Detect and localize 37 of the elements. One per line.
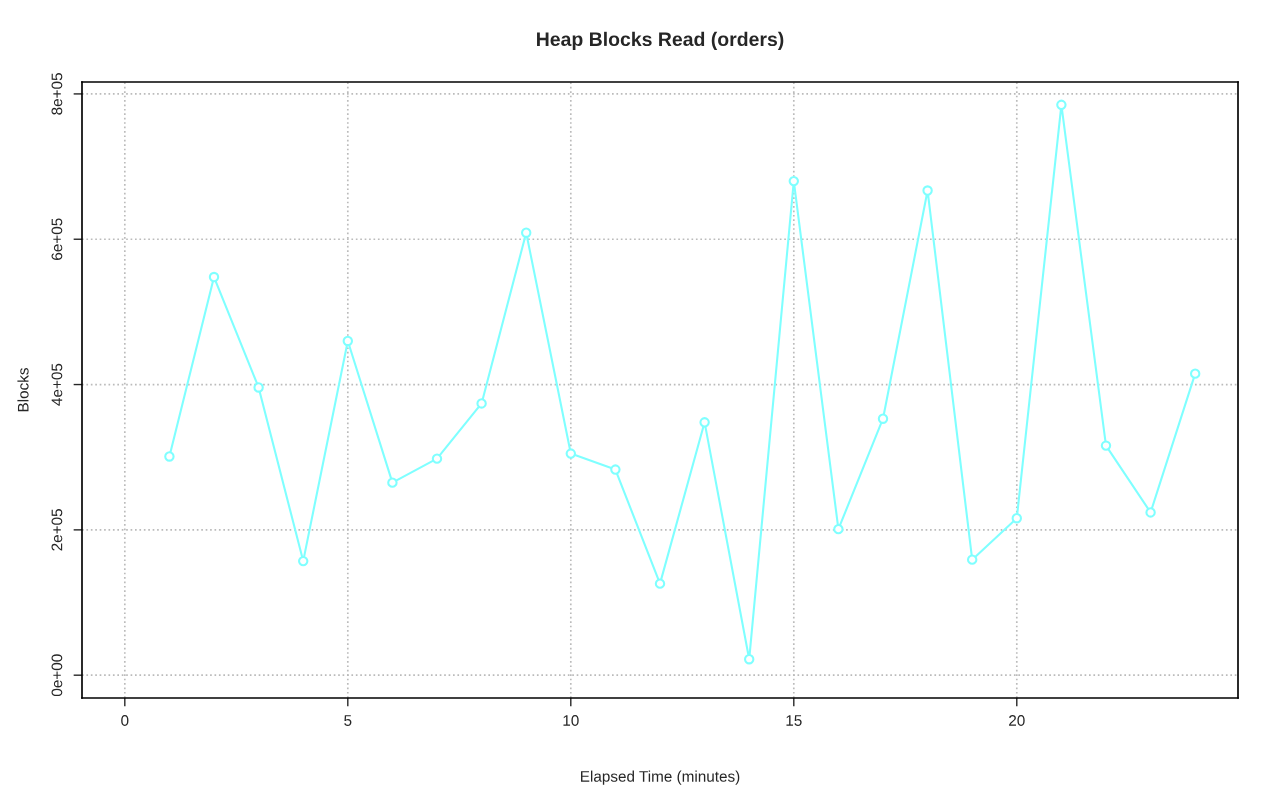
point — [431, 453, 443, 464]
point — [521, 227, 532, 238]
point — [699, 417, 710, 428]
point — [387, 477, 398, 488]
point — [654, 578, 666, 589]
point — [565, 448, 577, 459]
point — [342, 335, 354, 347]
y-tick-label: 6e+05 — [51, 218, 63, 260]
point — [1189, 368, 1201, 379]
point — [922, 185, 933, 196]
point — [1056, 99, 1067, 111]
point — [833, 523, 844, 535]
x-tick-label: 20 — [1009, 715, 1025, 726]
point — [476, 398, 487, 409]
point — [208, 271, 220, 283]
point — [298, 555, 309, 567]
point — [877, 413, 889, 424]
point — [253, 382, 264, 393]
point — [966, 554, 978, 565]
x-tick-label: 0 — [121, 715, 129, 726]
x-tick-label: 15 — [786, 715, 802, 726]
point — [1145, 507, 1156, 518]
point — [610, 464, 621, 475]
x-axis-title: Elapsed Time (minutes) — [581, 770, 740, 785]
point — [164, 451, 175, 462]
x-tick-label: 5 — [344, 715, 352, 726]
chart-title: Heap Blocks Read (orders) — [537, 31, 784, 50]
point — [1100, 440, 1112, 451]
point — [743, 653, 755, 665]
point — [788, 175, 799, 187]
y-tick-label: 8e+05 — [51, 73, 63, 115]
y-tick-label: 2e+05 — [51, 509, 63, 551]
point — [1011, 513, 1022, 524]
y-axis-title: Blocks — [17, 368, 29, 412]
y-tick-label: 4e+05 — [51, 363, 63, 406]
x-tick-label: 10 — [563, 715, 579, 726]
y-tick-label: 0e+00 — [51, 654, 63, 697]
